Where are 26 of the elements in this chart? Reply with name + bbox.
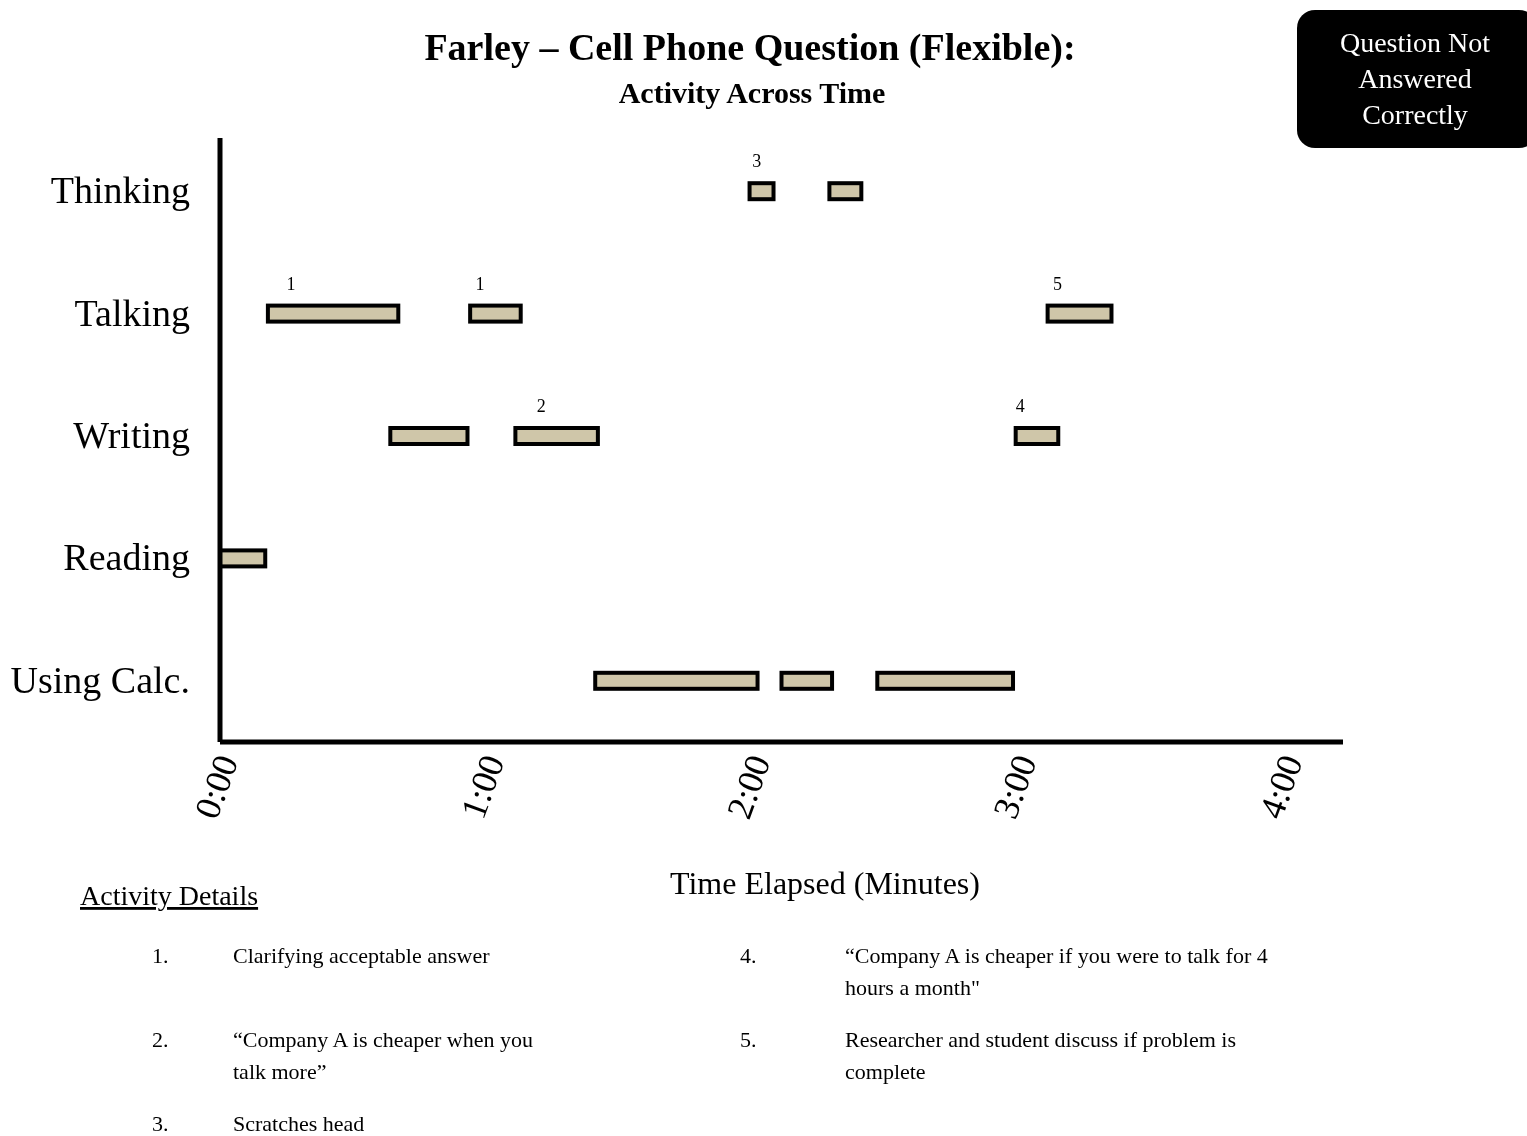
x-tick-label: 2:00	[718, 749, 779, 824]
y-tick-label: Using Calc.	[10, 658, 190, 701]
label-box: Question Not Answered Correctly	[1297, 10, 1527, 148]
text: Activity Details	[80, 880, 259, 911]
text: 5. Researcher and student discuss if problem is complete	[740, 1027, 1237, 1084]
x-tick-label: 0:00	[186, 749, 247, 824]
text: 4. “Company A is cheaper if you were to talk for 4 hours a month"	[740, 943, 1268, 1000]
text: 2. “Company A is cheaper when you talk more”	[152, 1027, 533, 1084]
annotation: 4	[1015, 396, 1025, 416]
annotation: 1	[475, 273, 485, 294]
text: 3. Scratches head	[152, 1111, 365, 1136]
x-tick-label: 4:00	[1251, 749, 1311, 824]
x-tick-label: 3:00	[985, 749, 1045, 824]
x-axis-title: Time Elapsed (Minutes)	[670, 865, 980, 901]
chart-subtitle: Activity Across Time	[618, 76, 886, 109]
text: 1. Clarifying acceptable answer	[152, 943, 490, 968]
x-tick-label: 1:00	[452, 749, 513, 824]
y-tick-label: Reading	[63, 536, 190, 579]
y-tick-label: Talking	[74, 291, 190, 334]
annotation: 3	[752, 151, 762, 172]
y-tick-label: Writing	[73, 414, 190, 456]
annotation: 5	[1052, 273, 1062, 294]
chart-title: Farley – Cell Phone Question (Flexible):	[424, 26, 1076, 69]
y-tick-label: Thinking	[50, 169, 190, 212]
annotation: 1	[286, 273, 296, 294]
annotation: 2	[536, 396, 546, 416]
